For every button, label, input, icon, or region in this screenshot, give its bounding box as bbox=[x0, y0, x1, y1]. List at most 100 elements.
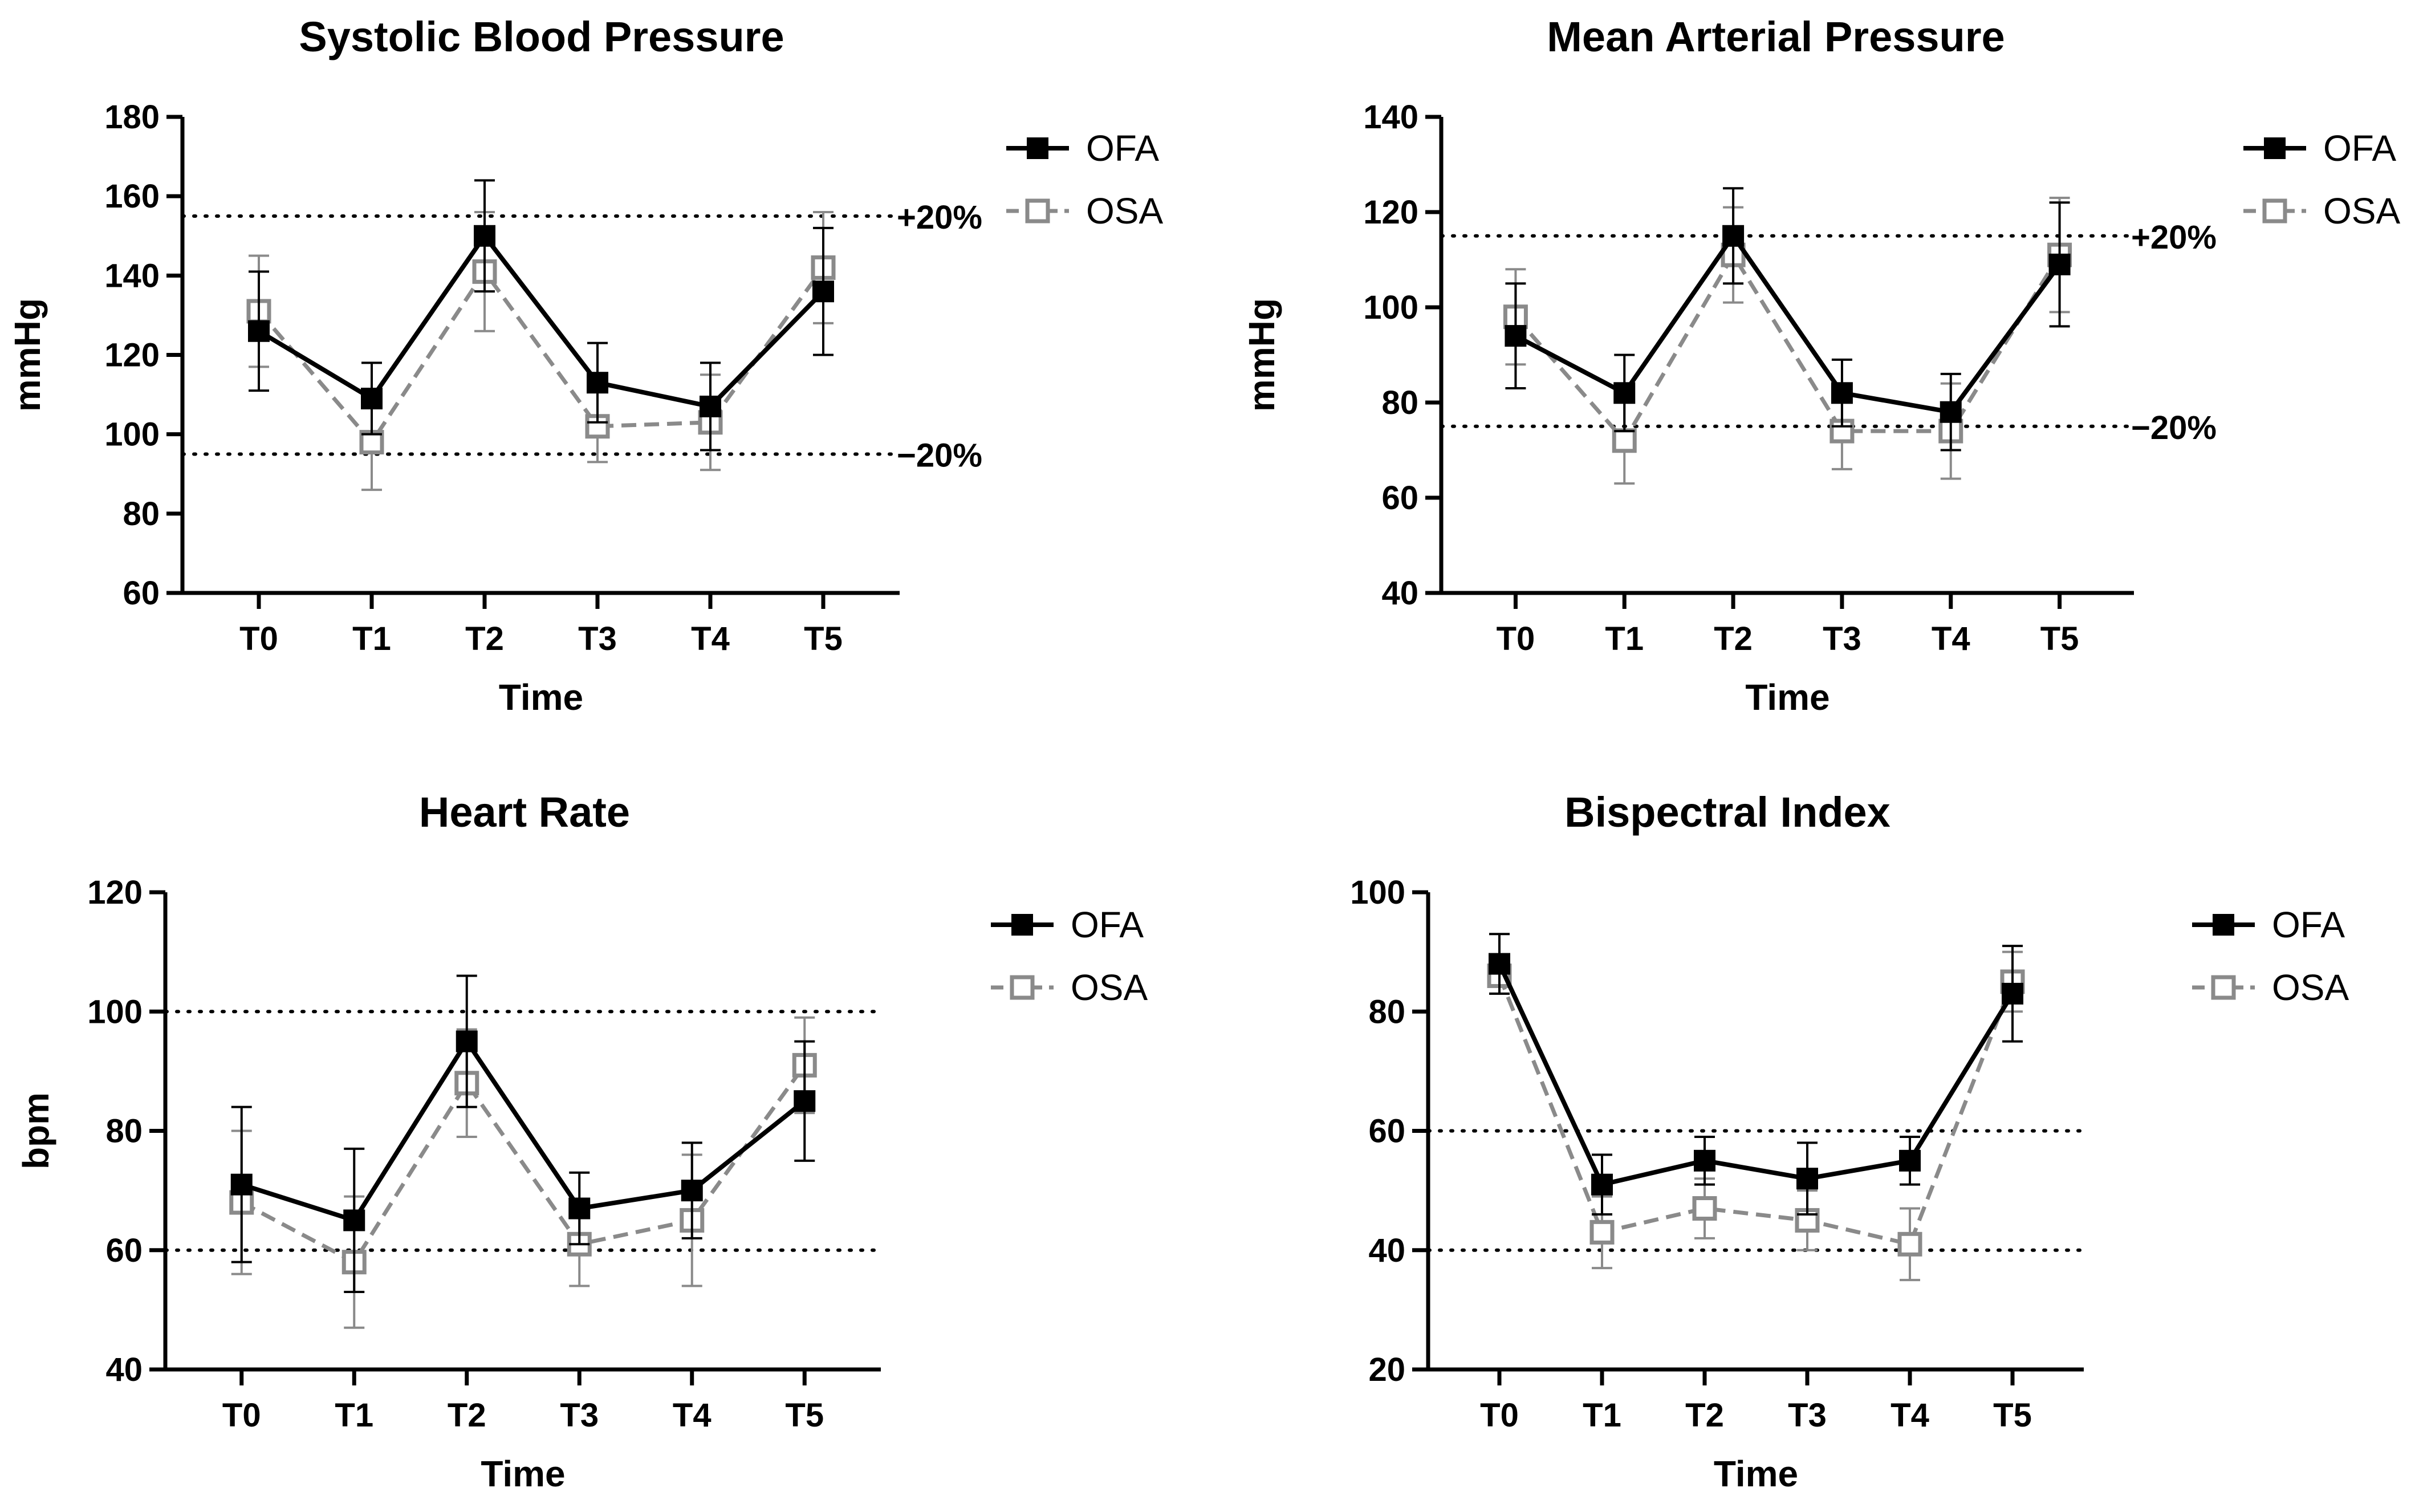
heart-rate-x-tick-label: T0 bbox=[222, 1397, 261, 1434]
heart-rate-y-tick-label: 100 bbox=[87, 993, 143, 1030]
systolic-blood-pressure-panel: Systolic Blood Pressure +20% −20% 60 80 100 12… bbox=[7, 13, 1163, 718]
bispectral-index-legend-osa-swatch-marker bbox=[2211, 975, 2236, 1000]
systolic-blood-pressure-y-tick-label: 180 bbox=[104, 99, 160, 136]
systolic-blood-pressure-y-tick-label: 60 bbox=[123, 575, 160, 612]
mean-arterial-pressure-ofa-point bbox=[2048, 253, 2071, 275]
heart-rate-legend-ofa-swatch-marker bbox=[1011, 914, 1033, 936]
heart-rate-panel: Heart Rate 40 60 80 100 120 T0 T1 T2 T3 T4 T5 Time bp… bbox=[15, 788, 1148, 1494]
heart-rate-ofa-point bbox=[568, 1197, 591, 1220]
mean-arterial-pressure-osa-line bbox=[1514, 251, 2062, 444]
systolic-blood-pressure-ofa-point bbox=[700, 395, 721, 417]
mean-arterial-pressure-ofa-point bbox=[1613, 382, 1636, 404]
systolic-blood-pressure-ofa-line bbox=[257, 231, 825, 409]
systolic-blood-pressure-y-tick-label: 160 bbox=[104, 178, 160, 215]
heart-rate-x-tick-label: T4 bbox=[673, 1397, 712, 1434]
heart-rate-x-tick-label: T2 bbox=[448, 1397, 486, 1434]
heart-rate-ofa-line bbox=[241, 1037, 806, 1224]
bispectral-index-y-tick-label: 80 bbox=[1368, 993, 1405, 1030]
bispectral-index-legend-ofa-swatch-marker bbox=[2213, 914, 2234, 936]
bispectral-index-ofa-point bbox=[1796, 1168, 1818, 1190]
bispectral-index-ofa-line bbox=[1497, 962, 2015, 1188]
systolic-blood-pressure-x-tick-label: T4 bbox=[691, 620, 730, 657]
mean-arterial-pressure-ofa-point bbox=[1505, 325, 1527, 347]
mean-arterial-pressure-y-tick-label: 120 bbox=[1363, 194, 1418, 231]
systolic-blood-pressure-title: Systolic Blood Pressure bbox=[299, 13, 784, 60]
mean-arterial-pressure-ofa-line bbox=[1514, 231, 2062, 415]
heart-rate-ofa-point bbox=[681, 1180, 703, 1202]
systolic-blood-pressure-y-tick-label: 120 bbox=[104, 337, 160, 374]
systolic-blood-pressure-legend-osa-swatch-marker bbox=[1025, 198, 1050, 223]
mean-arterial-pressure-legend-osa-label: OSA bbox=[2323, 190, 2400, 231]
heart-rate-ofa-point bbox=[230, 1173, 253, 1196]
bispectral-index-ofa-point bbox=[2002, 982, 2023, 1005]
bispectral-index-ofa-point bbox=[1489, 953, 1510, 975]
mean-arterial-pressure-x-tick-label: T4 bbox=[1932, 620, 1970, 657]
mean-arterial-pressure-x-axis-label: Time bbox=[1745, 677, 1830, 718]
systolic-blood-pressure-x-axis-label: Time bbox=[499, 677, 583, 718]
bispectral-index-x-tick-label: T0 bbox=[1480, 1397, 1519, 1434]
heart-rate-y-tick-label: 60 bbox=[105, 1232, 143, 1269]
mean-arterial-pressure-x-tick-label: T5 bbox=[2040, 620, 2079, 657]
bispectral-index-osa-point bbox=[1897, 1231, 1922, 1257]
mean-arterial-pressure-x-tick-label: T0 bbox=[1497, 620, 1535, 657]
mean-arterial-pressure-reference-label: +20% bbox=[2131, 219, 2217, 256]
bispectral-index-x-tick-label: T1 bbox=[1583, 1397, 1621, 1434]
heart-rate-legend-ofa-label: OFA bbox=[1071, 904, 1144, 945]
systolic-blood-pressure-y-axis-label: mmHg bbox=[7, 298, 48, 412]
systolic-blood-pressure-ofa-point bbox=[248, 320, 270, 342]
systolic-blood-pressure-y-tick-label: 140 bbox=[104, 257, 160, 294]
heart-rate-x-tick-label: T3 bbox=[560, 1397, 599, 1434]
heart-rate-y-tick-label: 40 bbox=[105, 1351, 143, 1388]
bispectral-index-x-tick-label: T4 bbox=[1891, 1397, 1929, 1434]
mean-arterial-pressure-y-axis-label: mmHg bbox=[1241, 298, 1282, 412]
heart-rate-y-tick-label: 80 bbox=[105, 1113, 143, 1150]
systolic-blood-pressure-x-tick-label: T1 bbox=[352, 620, 391, 657]
bispectral-index-y-tick-label: 60 bbox=[1368, 1113, 1405, 1150]
bispectral-index-y-tick-label: 20 bbox=[1368, 1351, 1405, 1388]
heart-rate-x-axis-label: Time bbox=[481, 1453, 565, 1494]
bispectral-index-ofa-point bbox=[1694, 1149, 1715, 1172]
heart-rate-osa-line bbox=[241, 1064, 807, 1265]
systolic-blood-pressure-x-tick-label: T2 bbox=[465, 620, 504, 657]
mean-arterial-pressure-x-tick-label: T2 bbox=[1714, 620, 1753, 657]
mean-arterial-pressure-y-tick-label: 40 bbox=[1381, 575, 1418, 612]
systolic-blood-pressure-x-tick-label: T5 bbox=[804, 620, 843, 657]
systolic-blood-pressure-ofa-point bbox=[474, 225, 495, 247]
mean-arterial-pressure-ofa-point bbox=[1940, 401, 1962, 423]
mean-arterial-pressure-y-tick-label: 100 bbox=[1363, 289, 1418, 326]
systolic-blood-pressure-x-tick-label: T3 bbox=[578, 620, 617, 657]
mean-arterial-pressure-legend-ofa-swatch-marker bbox=[2264, 137, 2286, 159]
mean-arterial-pressure-ofa-point bbox=[1722, 225, 1745, 247]
mean-arterial-pressure-x-tick-label: T3 bbox=[1823, 620, 1861, 657]
systolic-blood-pressure-osa-line bbox=[257, 266, 825, 446]
mean-arterial-pressure-ofa-point bbox=[1831, 382, 1853, 404]
mean-arterial-pressure-legend-osa-swatch-marker bbox=[2262, 198, 2287, 223]
heart-rate-title: Heart Rate bbox=[419, 788, 630, 836]
systolic-blood-pressure-legend-ofa-label: OFA bbox=[1086, 128, 1159, 169]
heart-rate-y-tick-label: 120 bbox=[87, 874, 143, 911]
bispectral-index-osa-point bbox=[1692, 1196, 1717, 1221]
bispectral-index-y-tick-label: 100 bbox=[1350, 874, 1405, 911]
bispectral-index-osa-line bbox=[1497, 975, 2015, 1247]
bispectral-index-panel: Bispectral Index 20 40 60 80 100 T0 T1 T2 T3 T4 T5 T… bbox=[1350, 788, 2349, 1494]
bispectral-index-ofa-point bbox=[1899, 1149, 1921, 1172]
bispectral-index-osa-point bbox=[1589, 1220, 1615, 1245]
mean-arterial-pressure-x-tick-label: T1 bbox=[1605, 620, 1644, 657]
mean-arterial-pressure-y-tick-label: 140 bbox=[1363, 99, 1418, 136]
systolic-blood-pressure-x-tick-label: T0 bbox=[239, 620, 278, 657]
systolic-blood-pressure-legend-osa-label: OSA bbox=[1086, 190, 1163, 231]
mean-arterial-pressure-legend-ofa-label: OFA bbox=[2323, 128, 2396, 169]
systolic-blood-pressure-reference-label: −20% bbox=[897, 437, 982, 474]
systolic-blood-pressure-legend-ofa-swatch-marker bbox=[1027, 137, 1048, 159]
heart-rate-legend-osa-label: OSA bbox=[1071, 967, 1148, 1008]
systolic-blood-pressure-ofa-point bbox=[361, 388, 383, 410]
mean-arterial-pressure-y-tick-label: 60 bbox=[1381, 479, 1418, 517]
mean-arterial-pressure-panel: Mean Arterial Pressure +20% −20% 40 60 80 100 1… bbox=[1241, 13, 2400, 718]
systolic-blood-pressure-y-tick-label: 100 bbox=[104, 416, 160, 453]
bispectral-index-ofa-point bbox=[1591, 1173, 1613, 1196]
systolic-blood-pressure-ofa-point bbox=[587, 372, 608, 394]
systolic-blood-pressure-y-tick-label: 80 bbox=[123, 495, 160, 533]
mean-arterial-pressure-y-tick-label: 80 bbox=[1381, 384, 1418, 421]
bispectral-index-legend-ofa-label: OFA bbox=[2272, 904, 2345, 945]
